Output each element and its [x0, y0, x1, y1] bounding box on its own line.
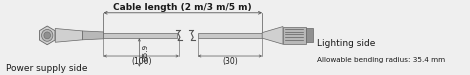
- Bar: [103, 33, 177, 38]
- Text: Allowable bending radius: 35.4 mm: Allowable bending radius: 35.4 mm: [317, 57, 445, 63]
- Polygon shape: [262, 27, 283, 44]
- Bar: [283, 27, 306, 44]
- Text: Ø5.9: Ø5.9: [142, 44, 148, 61]
- Bar: [306, 28, 313, 42]
- Circle shape: [44, 32, 50, 39]
- Text: Lighting side: Lighting side: [317, 39, 376, 48]
- Polygon shape: [39, 26, 55, 45]
- Text: (30): (30): [222, 57, 238, 66]
- Text: Power supply side: Power supply side: [7, 64, 88, 73]
- Polygon shape: [83, 31, 103, 40]
- Polygon shape: [55, 28, 83, 42]
- Bar: [198, 33, 262, 38]
- Text: (100): (100): [131, 57, 151, 66]
- Circle shape: [41, 29, 53, 41]
- Text: Cable length (2 m/3 m/5 m): Cable length (2 m/3 m/5 m): [113, 3, 252, 12]
